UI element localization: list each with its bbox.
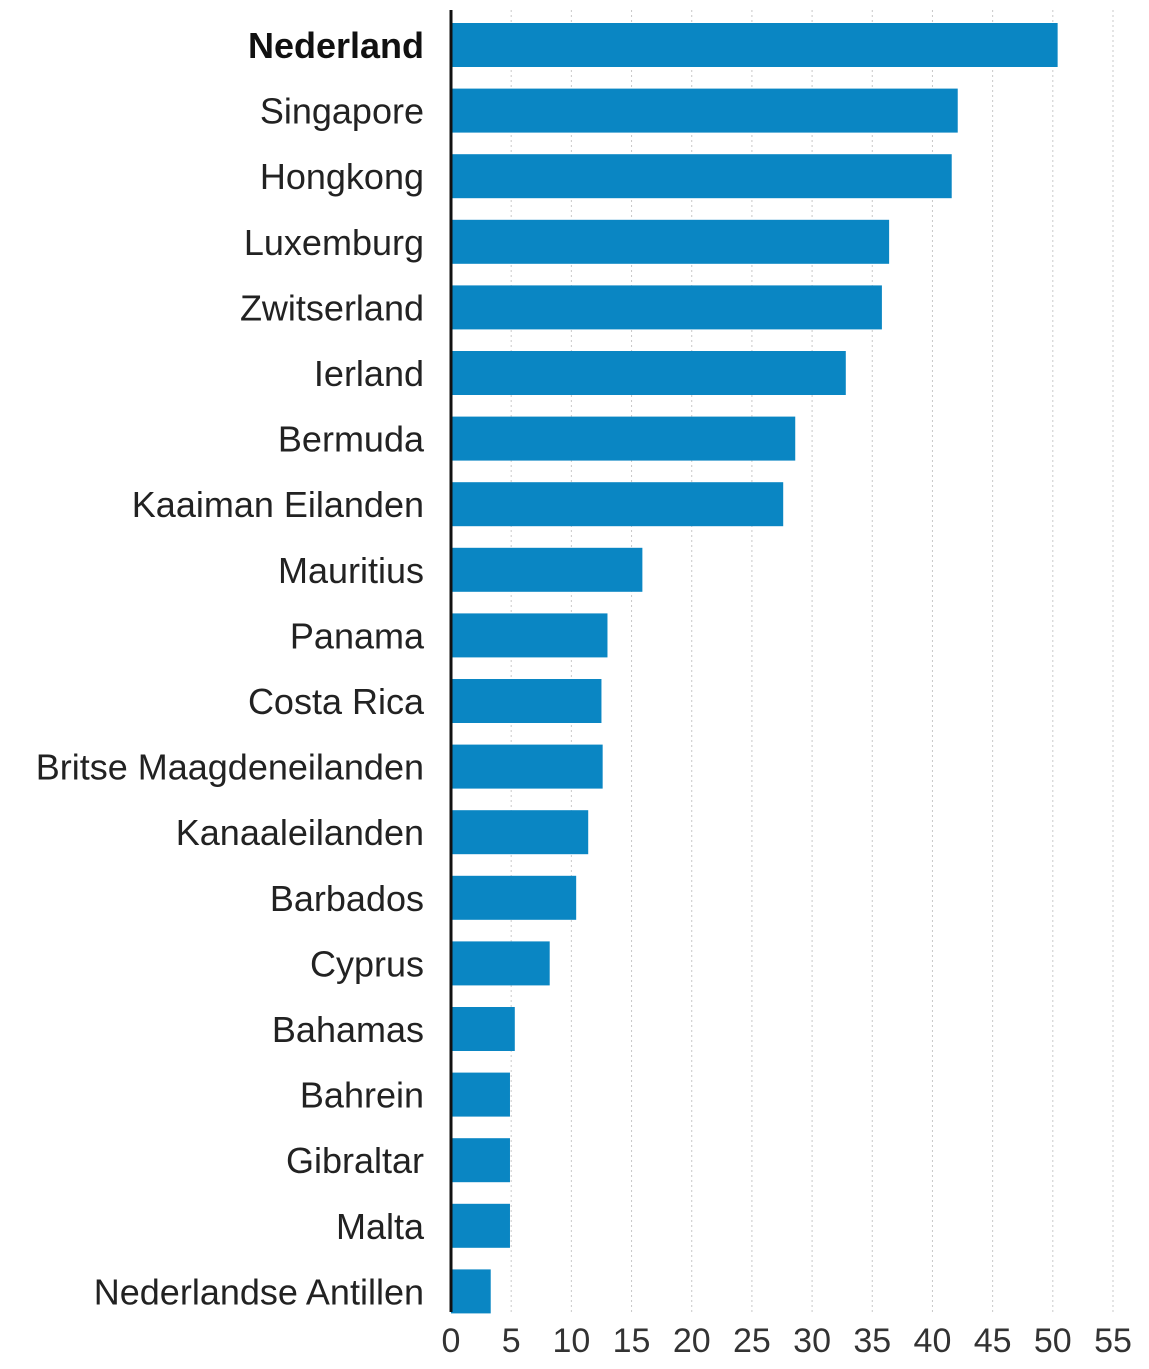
x-tick-label: 30: [793, 1322, 831, 1360]
category-label: Hongkong: [260, 156, 424, 197]
x-tick-label: 35: [853, 1322, 891, 1360]
category-label: Nederland: [248, 25, 424, 66]
category-label: Bermuda: [278, 419, 425, 460]
category-label: Costa Rica: [248, 681, 425, 722]
category-label: Gibraltar: [286, 1140, 424, 1181]
x-tick-label: 50: [1034, 1322, 1072, 1360]
bar: [451, 154, 952, 199]
category-label: Bahrein: [300, 1075, 424, 1116]
x-tick-label: 40: [914, 1322, 952, 1360]
category-label: Malta: [336, 1206, 425, 1247]
category-label: Ierland: [314, 353, 424, 394]
bar: [451, 351, 846, 395]
category-label: Cyprus: [310, 943, 424, 984]
bar: [451, 416, 796, 461]
bar: [451, 875, 577, 920]
bar: [451, 1072, 510, 1117]
bar: [451, 810, 589, 855]
x-tick-label: 20: [673, 1322, 711, 1360]
bar: [451, 1269, 491, 1314]
bar: [451, 88, 958, 133]
bar: [451, 482, 784, 527]
x-tick-label: 45: [974, 1322, 1012, 1360]
category-label: Panama: [290, 615, 425, 656]
x-tick-label: 5: [502, 1322, 521, 1360]
category-label: Luxemburg: [244, 222, 424, 263]
grid-lines: [510, 10, 1114, 1312]
x-tick-label: 55: [1094, 1322, 1132, 1360]
category-label: Kanaaleilanden: [176, 812, 424, 853]
category-label: Bahamas: [272, 1009, 424, 1050]
category-labels: Nederland Singapore Hongkong Luxemburg Zwits…: [36, 25, 425, 1312]
category-label: Kaaiman Eilanden: [132, 484, 424, 525]
bar: [451, 1007, 515, 1051]
x-tick-labels: 0 5 10 15 20 25 30 35 40 45 50 55: [442, 1322, 1132, 1360]
bar: [451, 744, 603, 789]
x-tick-label: 10: [552, 1322, 590, 1360]
category-label: Barbados: [270, 878, 424, 919]
bar: [451, 285, 882, 330]
bar: [451, 613, 608, 658]
category-label: Singapore: [260, 91, 424, 132]
bars: [451, 23, 1058, 1314]
category-label: Britse Maagdeneilanden: [36, 747, 424, 788]
bar: [451, 547, 643, 592]
x-tick-label: 0: [442, 1322, 461, 1360]
category-label: Zwitserland: [240, 287, 424, 328]
bar: [451, 219, 890, 264]
category-label: Nederlandse Antillen: [94, 1271, 424, 1312]
x-tick-label: 15: [613, 1322, 651, 1360]
bar: [451, 941, 550, 986]
bar: [451, 1203, 510, 1248]
bar: [451, 1138, 510, 1183]
category-label: Mauritius: [278, 550, 424, 591]
bar: [451, 679, 602, 723]
bar: [451, 23, 1058, 67]
x-tick-label: 25: [733, 1322, 771, 1360]
